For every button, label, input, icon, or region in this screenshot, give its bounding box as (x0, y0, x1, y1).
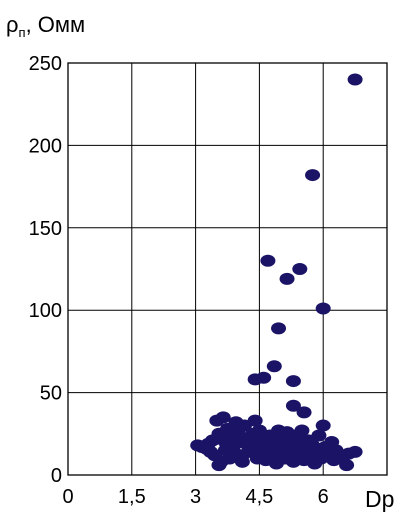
data-point (211, 459, 227, 472)
data-point (266, 360, 282, 373)
x-tick-labels: 0 1,5 3 4,5 6 (62, 486, 328, 508)
data-point (347, 445, 363, 458)
y-axis-label-symbol: ρ (6, 12, 19, 37)
data-point (311, 429, 327, 442)
data-point (279, 272, 295, 285)
plot-frame (67, 62, 388, 476)
data-point (285, 375, 301, 388)
y-axis-label: ρп, Омм (6, 12, 85, 40)
y-tick-label: 150 (29, 218, 62, 240)
data-point (292, 263, 308, 275)
y-axis-label-unit: , Омм (26, 12, 86, 37)
data-point (296, 406, 312, 419)
x-tick-label: 4,5 (245, 486, 273, 508)
y-tick-label: 200 (29, 135, 62, 157)
x-tick-label: 1,5 (118, 486, 146, 508)
x-axis-label: Dp (365, 486, 394, 512)
data-point (234, 455, 250, 468)
data-point (247, 414, 263, 427)
data-point (285, 399, 301, 412)
y-tick-labels: 0 50 100 150 200 250 (29, 53, 62, 487)
data-points (190, 73, 363, 472)
y-axis-label-subscript: п (19, 25, 26, 40)
data-point (339, 459, 355, 472)
data-point (326, 454, 342, 467)
data-point (247, 373, 263, 386)
x-tick-label: 3 (190, 486, 201, 508)
y-tick-label: 0 (51, 465, 62, 487)
data-point (315, 302, 331, 315)
x-tick-label: 6 (318, 486, 329, 508)
data-point (260, 254, 276, 267)
y-tick-label: 50 (40, 383, 62, 405)
data-point (215, 411, 231, 424)
y-tick-label: 100 (29, 300, 62, 322)
y-tick-label: 250 (29, 53, 62, 75)
data-point (294, 424, 310, 437)
x-tick-label: 0 (62, 486, 73, 508)
data-point (305, 169, 321, 182)
data-point (347, 73, 363, 86)
data-point (315, 419, 331, 432)
data-point (271, 322, 287, 335)
